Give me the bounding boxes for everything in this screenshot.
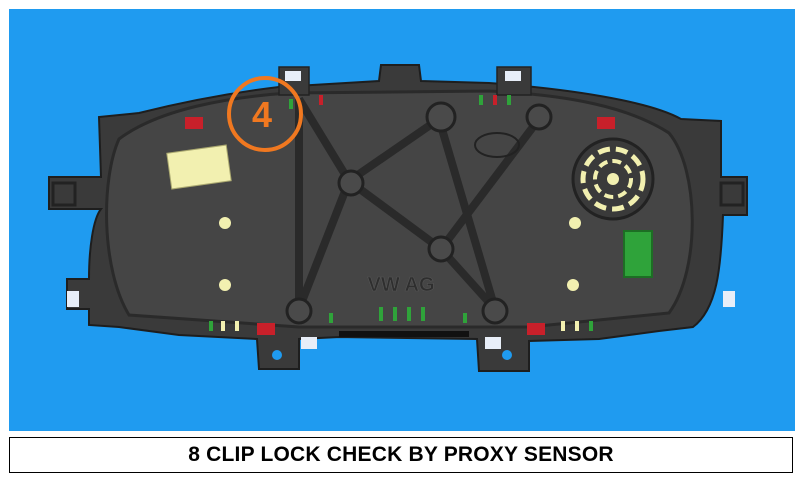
green-module	[623, 230, 653, 278]
boss-center	[337, 169, 365, 197]
boss-bottom-right	[481, 297, 509, 325]
speaker-ring	[580, 146, 646, 212]
mount-left	[51, 181, 77, 207]
red-clip-top-right	[597, 117, 615, 129]
white-clip-bottom-right	[485, 337, 501, 349]
mount-bottom-left	[272, 350, 282, 360]
white-clip-left	[67, 291, 79, 307]
mount-bottom-right	[502, 350, 512, 360]
speaker-ring-inner	[593, 159, 633, 199]
red-clip-top-left	[185, 117, 203, 129]
boss-top-right	[525, 103, 553, 131]
caption-text: 8 CLIP LOCK CHECK BY PROXY SENSOR	[188, 443, 614, 466]
white-clip-top-right	[505, 71, 521, 81]
red-clip-bottom-right	[527, 323, 545, 335]
instrument-cluster-diagram: VW AG 4	[48, 64, 748, 372]
post-right-lower	[567, 279, 579, 291]
white-clip-right	[723, 291, 735, 307]
red-clip-bottom-left	[257, 323, 275, 335]
mount-right	[719, 181, 745, 207]
connector-block	[166, 144, 232, 190]
structural-ribs	[295, 96, 543, 312]
marker-number: 4	[252, 94, 272, 135]
caption-box: 8 CLIP LOCK CHECK BY PROXY SENSOR	[9, 437, 793, 473]
boss-center-top	[425, 101, 457, 133]
led-indicators	[209, 95, 593, 331]
boss-lower	[427, 235, 455, 263]
bottom-slot	[339, 331, 469, 337]
white-clip-top-left	[285, 71, 301, 81]
marker-ring	[227, 76, 303, 152]
speaker-center	[607, 173, 619, 185]
diagram-panel: VW AG 4	[9, 9, 795, 431]
boss-bottom-left	[285, 297, 313, 325]
white-clip-bottom-left	[301, 337, 317, 349]
post-left-upper	[219, 217, 231, 229]
emboss-text: VW AG	[367, 274, 434, 296]
post-left-lower	[219, 279, 231, 291]
manufacturer-emblem	[474, 132, 520, 158]
post-right-upper	[569, 217, 581, 229]
